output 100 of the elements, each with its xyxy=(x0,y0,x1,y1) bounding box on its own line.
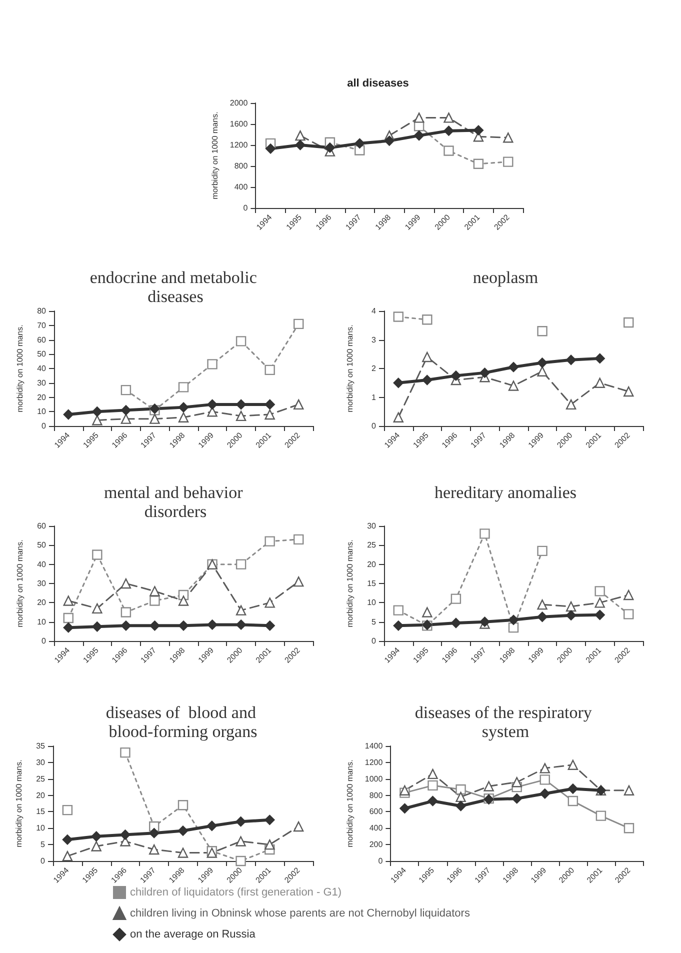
y-tick-label: 1000 xyxy=(364,774,384,784)
y-tick-label: 30 xyxy=(367,522,377,530)
point xyxy=(178,402,189,412)
point xyxy=(624,609,634,620)
point xyxy=(62,850,73,862)
y-tick-label: 800 xyxy=(369,790,384,800)
point xyxy=(354,138,365,149)
y-tick-label: 3 xyxy=(372,335,377,344)
y-tick-label: 400 xyxy=(369,824,384,833)
y-tick-label: 800 xyxy=(234,162,248,170)
point xyxy=(508,622,519,633)
y-axis-title: morbidity on 1000 mans. xyxy=(210,112,220,200)
point xyxy=(624,785,634,796)
y-tick-label: 10 xyxy=(37,617,47,626)
y-tick-label: 10 xyxy=(37,407,47,416)
legend-label: children of liquidators (first generation - G1) xyxy=(130,886,342,898)
y-tick-label: 15 xyxy=(367,579,377,588)
y-tick-label: 1400 xyxy=(364,742,384,750)
point xyxy=(568,796,578,806)
y-axis-title: morbidity on 1000 mans. xyxy=(346,324,354,412)
point xyxy=(264,598,275,608)
point xyxy=(178,412,189,422)
point xyxy=(596,810,606,821)
point xyxy=(63,409,74,420)
point xyxy=(178,382,189,392)
point xyxy=(120,414,132,424)
point xyxy=(508,362,519,372)
y-tick-label: 25 xyxy=(367,540,377,550)
point xyxy=(428,780,438,791)
point xyxy=(178,800,188,810)
y-tick-label: 30 xyxy=(37,378,47,388)
point xyxy=(540,763,550,774)
point xyxy=(450,594,462,604)
y-tick-label: 20 xyxy=(36,790,46,800)
point xyxy=(393,312,404,322)
point xyxy=(393,620,404,631)
y-tick-label: 15 xyxy=(36,807,46,816)
chart-title: neoplasm xyxy=(472,268,538,287)
y-tick-label: 2000 xyxy=(230,98,248,108)
point xyxy=(149,828,160,838)
point xyxy=(178,596,189,606)
point xyxy=(594,610,605,620)
point xyxy=(236,816,246,827)
point xyxy=(150,586,160,596)
point xyxy=(537,326,548,336)
y-tick-label: 5 xyxy=(372,617,377,626)
point xyxy=(92,550,102,560)
point xyxy=(120,578,132,589)
point xyxy=(422,374,432,386)
point xyxy=(63,596,74,606)
point xyxy=(178,620,189,631)
point xyxy=(295,140,306,150)
chart-title: diseases of blood and blood-forming organs xyxy=(106,703,260,741)
point xyxy=(537,546,548,556)
point xyxy=(393,412,404,422)
point xyxy=(540,774,550,785)
y-tick-label: 1200 xyxy=(364,758,384,767)
point xyxy=(414,130,424,141)
chart-title: hereditary anomalies xyxy=(434,483,577,502)
point xyxy=(594,586,605,596)
point xyxy=(207,359,218,370)
y-tick-label: 40 xyxy=(37,560,47,569)
point xyxy=(473,158,484,169)
point xyxy=(480,368,490,378)
point xyxy=(428,768,438,780)
y-tick-label: 0 xyxy=(40,856,46,866)
y-tick-label: 20 xyxy=(37,392,47,402)
y-tick-label: 50 xyxy=(37,350,47,359)
point xyxy=(294,534,304,545)
point xyxy=(62,834,73,845)
point xyxy=(236,620,246,630)
y-tick-label: 0 xyxy=(42,422,47,430)
y-axis-title: morbidity on 1000 mans. xyxy=(346,540,354,628)
y-tick-label: 2 xyxy=(372,364,377,373)
point xyxy=(384,136,394,146)
point xyxy=(236,410,246,422)
y-tick-label: 50 xyxy=(37,540,47,550)
point xyxy=(566,399,576,410)
point xyxy=(508,614,519,626)
point xyxy=(456,800,466,812)
point xyxy=(264,814,275,826)
y-tick-label: 20 xyxy=(367,560,377,569)
y-tick-label: 0 xyxy=(378,856,384,866)
point xyxy=(92,406,102,417)
point xyxy=(178,848,188,858)
point xyxy=(566,354,576,365)
point xyxy=(566,601,576,612)
point xyxy=(324,142,336,153)
y-tick-label: 60 xyxy=(37,522,47,530)
point xyxy=(236,605,246,616)
y-axis-title: morbidity on 1000 mans. xyxy=(14,760,24,848)
point xyxy=(624,823,634,834)
point xyxy=(484,781,494,792)
point xyxy=(264,409,275,420)
y-tick-label: 80 xyxy=(37,306,47,316)
point xyxy=(400,803,410,814)
point xyxy=(150,596,160,606)
point xyxy=(293,821,304,832)
point xyxy=(450,618,462,628)
point xyxy=(594,353,605,364)
